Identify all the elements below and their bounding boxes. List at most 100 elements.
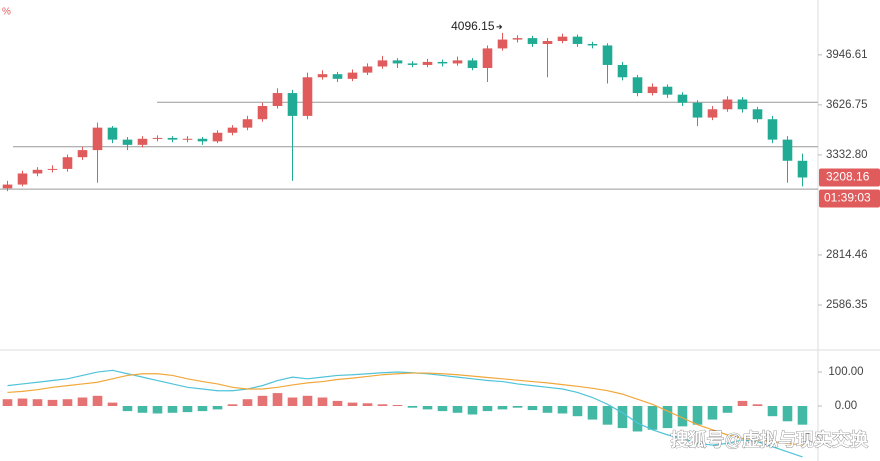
candle-body — [242, 119, 253, 128]
candle-body — [227, 127, 238, 133]
candle-body — [137, 138, 148, 145]
candle-body — [272, 93, 283, 106]
candle-body — [602, 45, 613, 65]
macd-bar — [767, 406, 778, 417]
macd-bar — [797, 406, 808, 425]
candle-body — [167, 137, 178, 140]
candle-body — [17, 173, 28, 185]
macd-bar — [437, 406, 448, 412]
macd-bar — [122, 406, 133, 412]
last-price-label: 3208.16 — [826, 170, 870, 184]
y-tick-label: 3332.80 — [826, 149, 868, 161]
macd-bar — [557, 406, 568, 414]
candle-body — [377, 60, 388, 67]
macd-bar — [602, 406, 613, 425]
watermark: 搜狐号@虚拟与现实交换 — [670, 429, 869, 450]
candle-body — [422, 61, 433, 65]
y-tick-label: 2814.46 — [826, 249, 868, 261]
candle-body — [692, 102, 703, 118]
macd-bar — [542, 406, 553, 413]
candle-body — [452, 60, 463, 64]
macd-bar — [197, 406, 208, 412]
candle-body — [77, 150, 88, 158]
candle-body — [782, 139, 793, 161]
candle-body — [482, 48, 493, 69]
macd-bar — [482, 406, 493, 412]
macd-bar — [212, 406, 223, 410]
y-tick-label: 3946.61 — [826, 49, 868, 61]
macd-bar — [317, 397, 328, 406]
macd-bar — [692, 406, 703, 425]
macd-bar — [32, 399, 43, 406]
macd-bar — [752, 404, 763, 406]
macd-bar — [497, 406, 508, 410]
candle-body — [587, 43, 598, 46]
candle-body — [392, 60, 403, 64]
macd-bar — [617, 406, 628, 429]
candle-body — [797, 160, 808, 178]
candle-body — [287, 93, 298, 116]
macd-bar — [77, 397, 88, 406]
macd-bar — [287, 397, 298, 406]
candle-body — [632, 77, 643, 94]
macd-bar — [452, 406, 463, 413]
candle-body — [257, 105, 268, 120]
macd-bar — [722, 406, 733, 413]
macd-bar — [422, 406, 433, 410]
candle-body — [197, 138, 208, 142]
macd-bar — [377, 404, 388, 406]
macd-bar — [572, 406, 583, 417]
macd-bar — [167, 406, 178, 413]
macd-bar — [782, 406, 793, 422]
high-annotation: 4096.15 — [451, 19, 495, 33]
last-price-badge — [819, 168, 880, 187]
candle-body — [2, 184, 13, 189]
macd-bar — [632, 406, 643, 432]
macd-tick-label: 0.00 — [835, 400, 857, 412]
candle-body — [722, 99, 733, 110]
macd-bar — [332, 400, 343, 406]
macd-bar — [17, 398, 28, 406]
macd-bar — [527, 406, 538, 411]
countdown-label: 01:39:03 — [824, 191, 871, 205]
macd-dea-line — [7, 372, 803, 446]
macd-bar — [2, 399, 13, 406]
candle-body — [662, 86, 673, 95]
candle-body — [62, 157, 73, 169]
candle-body — [152, 137, 163, 139]
candle-body — [212, 132, 223, 142]
candle-body — [437, 61, 448, 64]
candle-body — [107, 127, 118, 140]
candle-body — [362, 66, 373, 73]
corner-label: % — [2, 7, 11, 18]
macd-bar — [107, 402, 118, 406]
candle-body — [572, 36, 583, 44]
macd-bar — [92, 395, 103, 406]
macd-bar — [152, 406, 163, 414]
candle-body — [302, 77, 313, 116]
candle-body — [122, 139, 133, 145]
candle-body — [347, 72, 358, 79]
macd-bar — [257, 395, 268, 406]
y-tick-label: 3626.75 — [826, 99, 868, 111]
macd-bar — [272, 393, 283, 406]
candle-body — [92, 127, 103, 151]
y-tick-label: 2586.35 — [826, 299, 868, 311]
candle-body — [467, 60, 478, 69]
macd-bar — [137, 406, 148, 413]
countdown-badge — [819, 189, 880, 208]
candle-body — [47, 168, 58, 170]
candle-body — [752, 109, 763, 120]
candle-body — [542, 41, 553, 44]
macd-bar — [62, 399, 73, 406]
macd-bar — [182, 406, 193, 413]
macd-bar — [227, 404, 238, 406]
macd-bar — [512, 406, 523, 408]
candle-body — [497, 39, 508, 49]
candle-body — [617, 64, 628, 78]
candle-body — [32, 169, 43, 174]
candle-body — [767, 119, 778, 140]
